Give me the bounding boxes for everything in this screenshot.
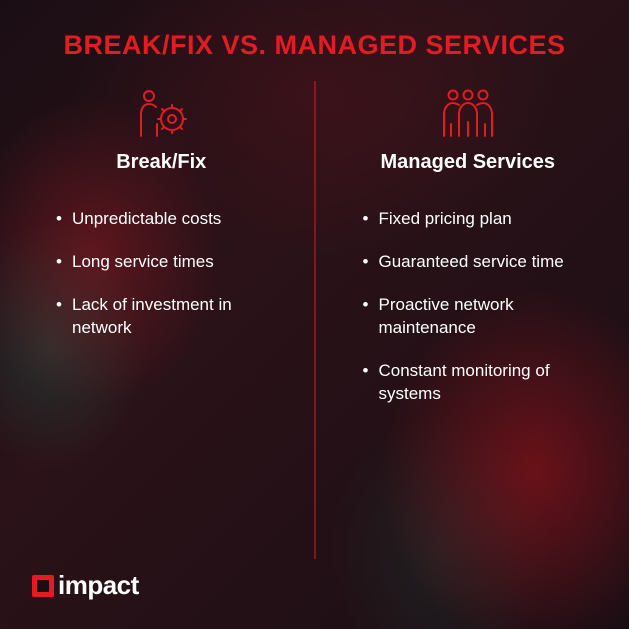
team-icon-svg — [435, 86, 501, 140]
list-item: Unpredictable costs — [56, 208, 289, 231]
column-breakfix: Break/Fix Unpredictable costs Long servi… — [30, 79, 315, 629]
team-icon — [435, 83, 501, 143]
list-item: Constant monitoring of systems — [363, 360, 596, 406]
main-title: BREAK/FIX VS. MANAGED SERVICES — [0, 0, 629, 79]
list-item: Long service times — [56, 251, 289, 274]
person-gear-icon — [132, 83, 190, 143]
list-item: Proactive network maintenance — [363, 294, 596, 340]
list-item: Lack of investment in network — [56, 294, 289, 340]
columns-container: Break/Fix Unpredictable costs Long servi… — [0, 79, 629, 629]
column-header-managed: Managed Services — [380, 151, 555, 174]
center-divider — [314, 81, 315, 559]
logo-text: impact — [58, 570, 139, 601]
bullet-list-breakfix: Unpredictable costs Long service times L… — [30, 208, 293, 360]
list-item: Fixed pricing plan — [363, 208, 596, 231]
brand-logo: impact — [32, 570, 139, 601]
column-managed: Managed Services Fixed pricing plan Guar… — [315, 79, 600, 629]
column-header-breakfix: Break/Fix — [116, 151, 206, 174]
person-gear-icon-svg — [132, 86, 190, 140]
bullet-list-managed: Fixed pricing plan Guaranteed service ti… — [337, 208, 600, 426]
list-item: Guaranteed service time — [363, 251, 596, 274]
logo-mark-icon — [32, 575, 54, 597]
infographic-canvas: BREAK/FIX VS. MANAGED SERVICES — [0, 0, 629, 629]
